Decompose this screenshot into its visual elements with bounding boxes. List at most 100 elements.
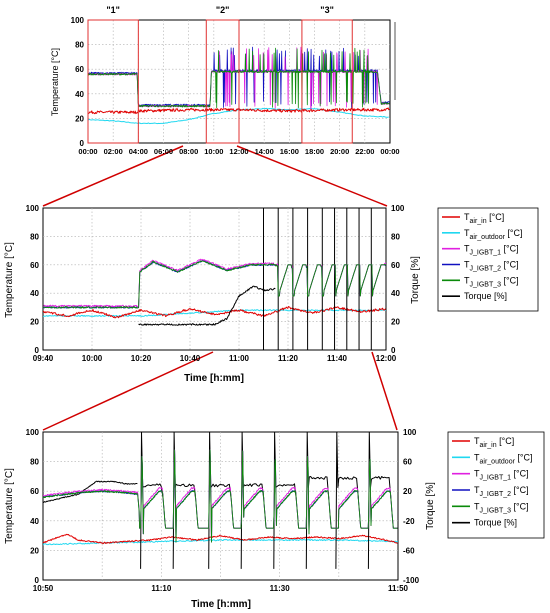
overview-x-tick-label: 06:00 <box>154 147 173 156</box>
legend-label-air_in: Tair_in [°C] <box>464 212 504 225</box>
zoom2-torque-pulse <box>240 432 265 569</box>
zoom1-y-axis-label: Temperature [°C] <box>4 242 15 318</box>
legend-box <box>437 207 539 312</box>
overview-x-tick-label: 00:00 <box>380 147 399 156</box>
overview-x-tick-label: 18:00 <box>305 147 324 156</box>
zoom1-x-tick-label: 11:00 <box>229 354 250 363</box>
zoom2-x-tick-label: 11:10 <box>151 584 172 593</box>
zoom1-x-tick-label: 11:40 <box>327 354 348 363</box>
overview-y-tick-label: 100 <box>71 16 85 25</box>
zoom2-y-tick-label: 40 <box>30 517 39 526</box>
zoom1-y2-tick-label: 20 <box>391 318 400 327</box>
zoom1-chart: 0 20 40 60 80 100 0 20 40 60 80 100 09:40 10:00 10:2… <box>4 204 539 384</box>
zoom-connector-left-1 <box>42 145 184 207</box>
zoom2-y2-tick-label: 60 <box>403 458 412 467</box>
legend-label-air_outdoor: Tair_outdoor [°C] <box>464 228 523 241</box>
zoom1-x-tick-label: 11:20 <box>278 354 299 363</box>
legend-label-igbt3: TJ_IGBT_3 [°C] <box>474 501 529 514</box>
zoom2-chart: 0 20 40 60 80 100 -100 -60 -20 20 60 100 10:50 11:1… <box>4 428 545 610</box>
zoom2-torque-pulse <box>140 432 164 569</box>
zoom2-y2-tick-label: -60 <box>403 546 415 555</box>
zoom-connector-left-2 <box>42 351 214 431</box>
zoom2-torque-pulse <box>305 432 330 569</box>
zoom1-y-tick-label: 0 <box>35 346 40 355</box>
zoom-connector-right-2 <box>371 351 398 431</box>
zoom1-y2-tick-label: 0 <box>391 346 396 355</box>
zoom2-legend: Tair_in [°C] Tair_outdoor [°C] TJ_IGBT_1 [… <box>447 431 545 539</box>
zoom2-y-tick-label: 60 <box>30 487 39 496</box>
overview-y-tick-label: 20 <box>75 114 84 123</box>
overview-x-tick-label: 04:00 <box>129 147 148 156</box>
zoom1-x-tick-label: 09:40 <box>33 354 54 363</box>
zoom2-y2-tick-label: 100 <box>403 428 417 437</box>
legend-label-air_outdoor: Tair_outdoor [°C] <box>474 452 533 465</box>
overview-x-tick-label: 16:00 <box>280 147 299 156</box>
region-box-1 <box>87 19 139 144</box>
zoom1-x-tick-label: 10:40 <box>180 354 201 363</box>
legend-box <box>447 431 545 539</box>
overview-x-tick-label: 12:00 <box>229 147 248 156</box>
zoom2-x-tick-label: 10:50 <box>33 584 54 593</box>
zoom2-y-tick-label: 20 <box>30 546 39 555</box>
zoom1-plot-area <box>42 207 387 351</box>
region-label-2: "2" <box>216 5 230 15</box>
overview-x-tick-label: 14:00 <box>255 147 274 156</box>
zoom2-y-axis-label: Temperature [°C] <box>4 468 15 544</box>
zoom2-x-tick-label: 11:50 <box>388 584 409 593</box>
legend-label-air_in: Tair_in [°C] <box>474 436 514 449</box>
legend-label-torque: Torque [%] <box>464 291 507 301</box>
region-box-3 <box>301 19 353 144</box>
zoom1-y2-tick-label: 60 <box>391 261 400 270</box>
legend-label-torque: Torque [%] <box>474 518 517 528</box>
zoom1-x-tick-label: 12:00 <box>376 354 397 363</box>
zoom1-igbt3-line <box>43 260 386 309</box>
overview-x-tick-label: 00:00 <box>78 147 97 156</box>
zoom2-y2-tick-label: -20 <box>403 517 415 526</box>
overview-x-tick-label: 08:00 <box>179 147 198 156</box>
overview-chart: "1" "2" "3" 0 20 40 60 80 100 00:00 02:00 04:00 06… <box>50 5 400 156</box>
legend-label-igbt1: TJ_IGBT_1 [°C] <box>464 244 519 257</box>
legend-label-igbt2: TJ_IGBT_2 [°C] <box>464 260 519 273</box>
zoom2-torque-line <box>43 480 138 503</box>
zoom1-y-tick-label: 100 <box>26 204 40 213</box>
overview-x-tick-label: 02:00 <box>104 147 123 156</box>
zoom2-torque-pulse <box>172 432 197 569</box>
zoom1-x-tick-label: 10:00 <box>82 354 103 363</box>
zoom2-y2-tick-label: -100 <box>403 576 420 585</box>
zoom1-torque-line <box>138 285 276 326</box>
legend-label-igbt1: TJ_IGBT_1 [°C] <box>474 469 529 482</box>
legend-label-igbt2: TJ_IGBT_2 [°C] <box>474 485 529 498</box>
zoom2-torque-pulse <box>273 432 297 569</box>
zoom1-x-axis-label: Time [h:mm] <box>184 373 244 384</box>
zoom1-y-tick-label: 60 <box>30 261 39 270</box>
overview-y-tick-label: 40 <box>75 90 84 99</box>
region-label-3: "3" <box>320 5 334 15</box>
zoom2-igbt3-line <box>43 449 398 543</box>
overview-x-tick-label: 10:00 <box>204 147 223 156</box>
zoom2-torque-pulse <box>208 432 232 569</box>
zoom2-y2-axis-label: Torque [%] <box>425 482 436 530</box>
zoom2-torque-pulse <box>335 432 359 569</box>
zoom1-y-tick-label: 80 <box>30 232 39 241</box>
overview-y-tick-label: 0 <box>80 139 85 148</box>
zoom2-torque-pulse <box>367 432 392 569</box>
region-box-2 <box>205 19 240 144</box>
region-label-1: "1" <box>106 5 120 15</box>
zoom1-y2-tick-label: 80 <box>391 232 400 241</box>
overview-x-tick-label: 20:00 <box>330 147 349 156</box>
zoom2-y2-tick-label: 20 <box>403 487 412 496</box>
zoom1-legend: Tair_in [°C] Tair_outdoor [°C] TJ_IGBT_1 [… <box>437 207 539 312</box>
zoom-connector-right-1 <box>236 145 388 207</box>
zoom1-y2-tick-label: 100 <box>391 204 405 213</box>
zoom1-x-tick-label: 10:20 <box>131 354 152 363</box>
zoom2-y-tick-label: 80 <box>30 458 39 467</box>
overview-y-tick-label: 60 <box>75 65 84 74</box>
legend-label-igbt3: TJ_IGBT_3 [°C] <box>464 275 519 288</box>
zoom2-air-in-line <box>43 533 398 545</box>
zoom2-y-tick-label: 0 <box>35 576 40 585</box>
overview-x-tick-label: 22:00 <box>355 147 374 156</box>
overview-y-tick-label: 80 <box>75 41 84 50</box>
zoom1-y-tick-label: 40 <box>30 289 39 298</box>
zoom2-x-axis-label: Time [h:mm] <box>191 599 251 610</box>
zoom1-y2-axis-label: Torque [%] <box>410 256 421 304</box>
